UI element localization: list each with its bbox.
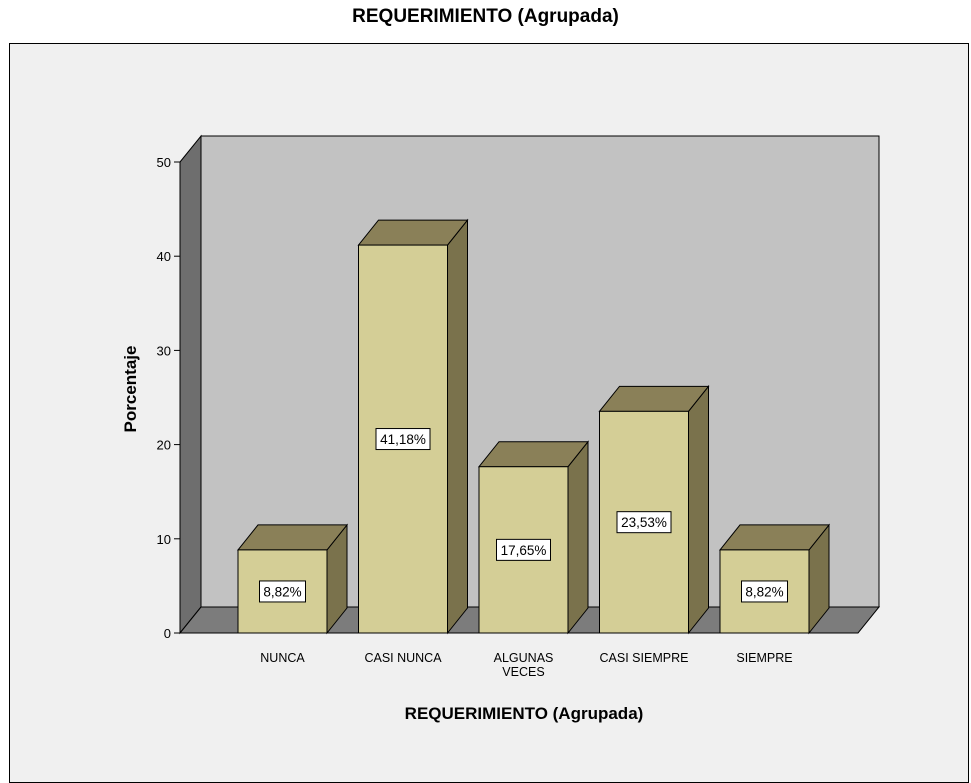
y-axis: 0 10 20 30 40 50: [157, 155, 181, 641]
data-label-box: [259, 580, 306, 603]
bars: 8,82% 41,18% 17,65% 23,53% 8,82%: [236, 218, 831, 635]
data-label: 23,53%: [621, 515, 667, 530]
data-label: 17,65%: [501, 543, 547, 558]
y-tick-label: 20: [157, 438, 171, 453]
x-tick-label: VECES: [502, 665, 544, 679]
data-label-box: [741, 580, 788, 603]
x-tick-label: CASI NUNCA: [364, 651, 442, 665]
bar-side: [567, 440, 589, 635]
x-axis-title: REQUERIMIENTO (Agrupada): [405, 704, 644, 723]
y-tick-label: 50: [157, 155, 171, 170]
y-tick-label: 10: [157, 532, 171, 547]
y-tick-label: 40: [157, 249, 171, 264]
bar: 23,53%: [598, 384, 710, 635]
chart-title: REQUERIMIENTO (Agrupada): [352, 6, 619, 27]
bar: 8,82%: [236, 523, 349, 635]
data-label-box: [496, 538, 551, 561]
bar-side: [447, 218, 468, 635]
chart-frame: 0 10 20 30 40 50 8,82% 41,18% 17,65% 23,53% 8,82%…: [9, 43, 969, 783]
bar: 8,82%: [718, 523, 831, 635]
y-tick-label: 0: [164, 626, 171, 641]
data-label: 41,18%: [380, 432, 426, 447]
bar: 41,18%: [357, 218, 469, 635]
bar: 17,65%: [477, 440, 590, 635]
y-tick-label: 30: [157, 343, 171, 358]
data-label-box: [375, 428, 431, 451]
y-axis-title: Porcentaje: [121, 346, 140, 433]
x-tick-label: CASI SIEMPRE: [600, 651, 689, 665]
data-label: 8,82%: [263, 584, 301, 599]
x-tick-label: SIEMPRE: [736, 651, 792, 665]
x-tick-label: ALGUNAS: [494, 651, 554, 665]
side-wall: [179, 134, 202, 635]
data-label-box: [616, 511, 672, 534]
data-label: 8,82%: [745, 584, 783, 599]
x-tick-label: NUNCA: [260, 651, 305, 665]
bar-side: [688, 384, 709, 635]
